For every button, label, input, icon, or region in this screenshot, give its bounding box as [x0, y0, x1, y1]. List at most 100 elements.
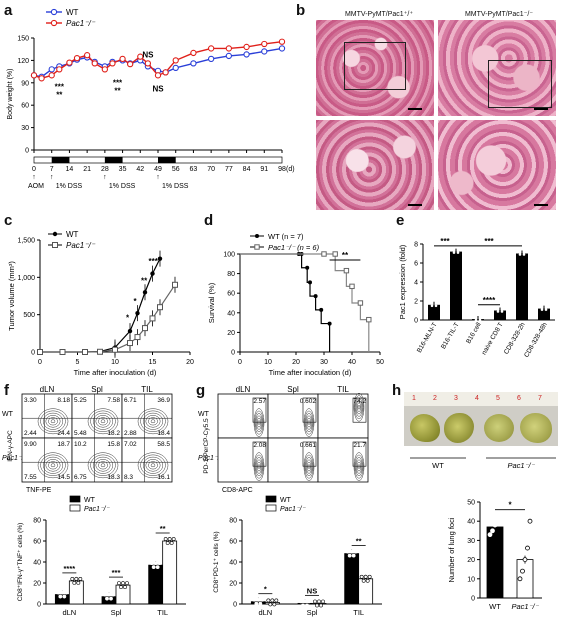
- legend-label: WT (n = 7): [268, 232, 304, 241]
- data-point: [97, 348, 103, 355]
- panel-letter-b: b: [296, 2, 306, 19]
- contour: [145, 415, 161, 428]
- replicate-dot: [315, 603, 319, 608]
- significance-mark: **: [141, 276, 148, 285]
- legend-marker: [50, 8, 58, 16]
- ruler-number: 4: [475, 395, 479, 402]
- gate: [252, 397, 267, 423]
- legend-label: WT: [280, 497, 292, 504]
- y-tick-label: 60: [33, 539, 41, 546]
- bar: [344, 553, 360, 605]
- chart-h-lung-foci: WT Pac1⁻/⁻ 0 10 20 30 40 50 Number of lung foci W…: [410, 457, 556, 611]
- column-label: dLN: [40, 385, 55, 394]
- replicate-dot: [363, 574, 368, 579]
- chart-c-tumor-volume: 0 500 1,000 1,500 0 5 10 15 20 Time after inocula…: [7, 230, 194, 377]
- replicate-dot: [492, 522, 498, 528]
- legend-label: WT: [84, 497, 96, 504]
- contour: [137, 452, 169, 479]
- replicate-dot: [272, 602, 277, 607]
- bar: [264, 602, 280, 605]
- quadrant-value: 8.3: [124, 474, 133, 481]
- significance-mark: **: [114, 86, 121, 95]
- x-axis-label: Time after inoculation (d): [269, 368, 352, 377]
- replicate-dot: [347, 553, 352, 558]
- panel-letter-e: e: [396, 212, 405, 229]
- row-label: Pac1⁻/⁻: [198, 455, 225, 462]
- contour: [145, 459, 161, 472]
- quadrant-value: 16.1: [157, 474, 170, 481]
- bar: [115, 584, 131, 605]
- contour: [87, 452, 119, 479]
- contour: [253, 408, 265, 437]
- contour: [306, 459, 312, 474]
- data-point: [190, 49, 197, 57]
- significance-mark: NS: [142, 50, 154, 59]
- x-tick-label: 91: [260, 166, 268, 173]
- x-tick-label: Pac1⁻/⁻: [511, 602, 539, 611]
- y-tick-label: 10: [467, 576, 475, 583]
- y-axis-label: Pac1 expression (fold): [398, 244, 407, 319]
- x-tick-label: TIL: [353, 608, 364, 617]
- ruler-number: 2: [433, 395, 437, 402]
- data-point: [119, 55, 126, 63]
- data-point: [48, 66, 55, 73]
- y-tick-label: 60: [21, 103, 29, 110]
- contour: [256, 461, 262, 472]
- data-point: [207, 45, 215, 52]
- quadrant-value: 18.7: [57, 441, 70, 448]
- contour: [254, 454, 264, 479]
- replicate-dot: [365, 578, 370, 583]
- x-tick-label: CD8-328-2h: [503, 321, 527, 355]
- bar: [494, 310, 506, 320]
- x-tick-label: 28: [101, 166, 109, 173]
- replicate-dot: [351, 553, 356, 558]
- legend-label: Pac1⁻/⁻: [84, 506, 111, 513]
- replicate-dot: [103, 592, 107, 597]
- y-axis-label: CD8⁺PD-1⁺ cells (%): [213, 531, 220, 592]
- data-point: [278, 45, 286, 52]
- data-point: [308, 280, 312, 285]
- contour: [50, 463, 56, 468]
- data-point: [38, 75, 45, 82]
- replicate-dot: [497, 520, 503, 526]
- chart-a-body-weight: 0 30 60 90 120 150 0 7 14 21 28 35 42 49 56 63 70 77 84 91 9…: [7, 8, 295, 190]
- replicate-dot: [107, 592, 111, 597]
- contour: [305, 413, 313, 433]
- contour: [48, 461, 58, 470]
- x-tick-label: B16-TIL-T: [440, 321, 461, 350]
- y-tick-label: 90: [21, 80, 29, 87]
- data-point: [157, 304, 163, 311]
- y-tick-label: 0: [471, 596, 475, 603]
- contour: [257, 464, 261, 469]
- data-point: [305, 265, 310, 270]
- quadrant-value: 58.5: [157, 441, 170, 448]
- replicate-dot: [303, 599, 307, 604]
- contour: [98, 461, 108, 470]
- contour: [306, 461, 312, 472]
- significance-mark: ****: [483, 296, 496, 305]
- bar: [148, 564, 164, 605]
- y-tick-label: 80: [227, 271, 235, 278]
- quadrant-value: 5.25: [74, 397, 87, 404]
- contour: [45, 415, 61, 428]
- y-tick-label: 20: [229, 581, 237, 588]
- contour: [140, 454, 166, 476]
- y-tick-label: 100: [223, 252, 235, 259]
- data-point: [37, 349, 43, 355]
- replicate-dot: [155, 565, 160, 570]
- lung-sample: [444, 413, 474, 443]
- dss-block: [158, 157, 176, 163]
- treatment-label: 1% DSS: [56, 183, 83, 190]
- y-axis-label: Number of lung foci: [447, 517, 456, 582]
- x-tick-label: 10: [111, 359, 119, 366]
- data-point: [278, 38, 286, 45]
- y-tick-label: 30: [21, 125, 29, 132]
- x-tick-label: B16-MLN-T: [416, 321, 439, 354]
- data-point: [142, 325, 148, 332]
- contour: [42, 412, 64, 430]
- column-label: Spl: [287, 385, 299, 394]
- panel-h-lungs: 1 2 3 4 5 6 7: [404, 392, 558, 454]
- gate-value: 2.57: [253, 398, 266, 405]
- replicate-dot: [151, 565, 156, 570]
- x-tick-label: 35: [119, 166, 127, 173]
